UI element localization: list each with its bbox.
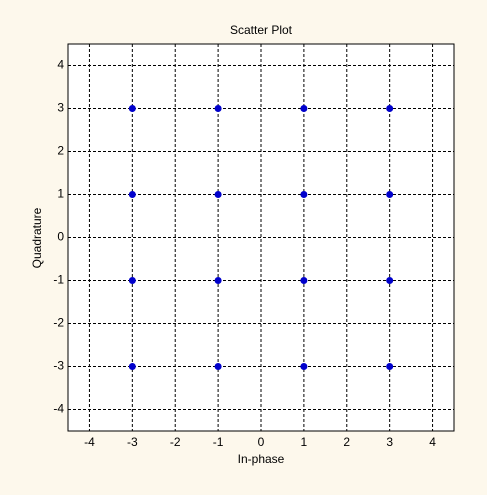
point: [386, 277, 394, 284]
point: [214, 191, 222, 198]
y-axis-label: Quadrature: [30, 207, 44, 268]
point: [214, 277, 222, 284]
point: [386, 191, 394, 198]
point: [128, 105, 136, 112]
y-tick-label: 2: [57, 144, 64, 158]
y-tick-label: 4: [57, 58, 64, 72]
x-tick-label: -1: [213, 435, 224, 449]
x-tick-label: 2: [343, 435, 350, 449]
point: [300, 105, 308, 112]
y-tick-label: 0: [57, 230, 64, 244]
x-tick-label: 1: [301, 435, 308, 449]
y-tick-label: -2: [53, 316, 64, 330]
y-tick-label: -4: [53, 402, 64, 416]
chart-title: Scatter Plot: [230, 23, 293, 37]
point: [128, 191, 136, 198]
y-tick-label: 3: [57, 101, 64, 115]
point: [300, 191, 308, 198]
x-tick-label: -3: [127, 435, 138, 449]
point: [300, 363, 308, 370]
point: [214, 363, 222, 370]
x-tick-label: 3: [386, 435, 393, 449]
point: [128, 277, 136, 284]
x-tick-label: -2: [170, 435, 181, 449]
point: [386, 105, 394, 112]
point: [128, 363, 136, 370]
y-tick-label: -1: [53, 273, 64, 287]
y-tick-label: 1: [57, 187, 64, 201]
point: [214, 105, 222, 112]
point: [386, 363, 394, 370]
x-tick-label: 4: [429, 435, 436, 449]
x-tick-label: -4: [84, 435, 95, 449]
y-tick-label: -3: [53, 359, 64, 373]
x-axis-label: In-phase: [238, 452, 285, 466]
point: [300, 277, 308, 284]
x-tick-label: 0: [258, 435, 265, 449]
